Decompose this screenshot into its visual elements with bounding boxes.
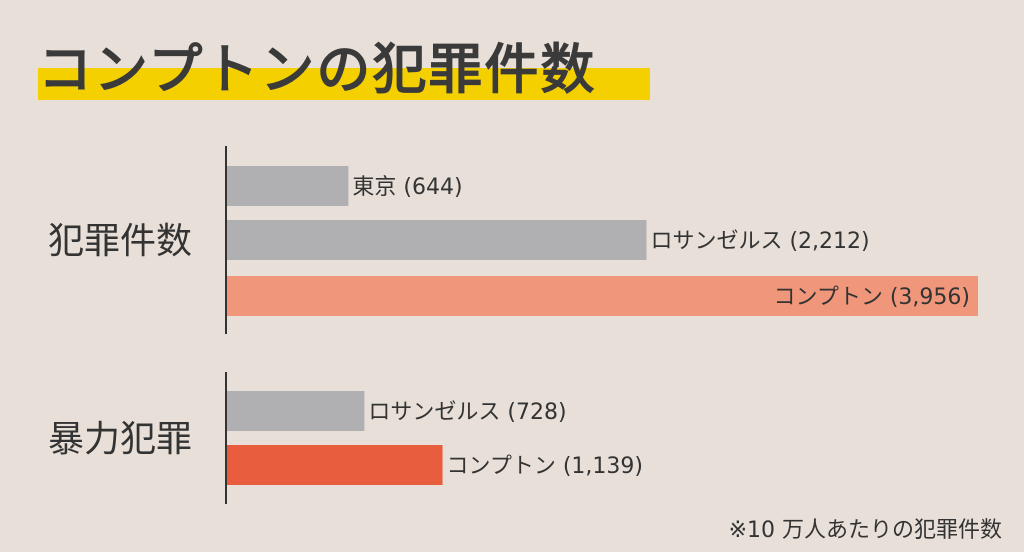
bar-label-group-1-2: ロサンゼルス (2,212) — [650, 229, 869, 254]
bar-label-group-2-1: ロサンゼルス (728) — [368, 400, 566, 425]
group-label-1: 犯罪件数 — [48, 221, 192, 262]
bar-label-group-1-1: 東京 (644) — [352, 175, 462, 200]
group-label-2: 暴力犯罪 — [48, 419, 192, 460]
title-block: コンプトンの犯罪件数 — [38, 34, 650, 106]
bar-group-2-2 — [227, 445, 443, 485]
bar-group-2-1 — [227, 391, 365, 431]
chart-title: コンプトンの犯罪件数 — [38, 38, 597, 101]
bar-group-1-2 — [227, 220, 647, 260]
bar-group-1-1 — [227, 166, 349, 206]
bar-label-group-2-2: コンプトン (1,139) — [447, 454, 643, 479]
bar-group-1-3 — [227, 276, 978, 316]
bar-label-group-1-3: コンプトン (3,956) — [774, 285, 970, 310]
title-highlight — [38, 68, 650, 100]
footnote: ※10 万人あたりの犯罪件数 — [728, 518, 1002, 543]
